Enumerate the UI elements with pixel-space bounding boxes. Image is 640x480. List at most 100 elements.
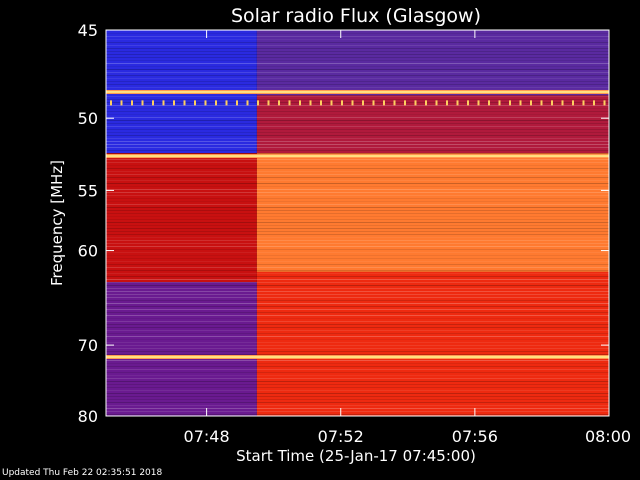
y-axis-label: Frequency [MHz] — [48, 160, 66, 286]
texture-stripe — [106, 246, 609, 247]
burst-mark — [330, 100, 333, 106]
burst-mark — [435, 100, 438, 106]
burst-mark — [152, 100, 154, 106]
texture-stripe — [106, 345, 609, 346]
texture-stripe — [106, 219, 609, 220]
x-axis-label: Start Time (25-Jan-17 07:45:00) — [236, 447, 476, 465]
texture-stripe — [106, 369, 609, 370]
burst-mark — [393, 100, 396, 106]
burst-mark — [299, 100, 301, 106]
texture-stripe — [106, 144, 609, 145]
bright-line-2 — [106, 356, 609, 359]
texture-stripe — [106, 309, 609, 310]
texture-stripe — [106, 141, 609, 142]
texture-stripe — [106, 360, 609, 361]
texture-stripe — [106, 261, 609, 262]
texture-stripe — [106, 78, 609, 79]
texture-stripe — [106, 279, 609, 280]
burst-mark — [320, 100, 322, 106]
texture-stripe — [106, 81, 609, 82]
burst-mark — [257, 100, 259, 106]
texture-stripe — [106, 69, 609, 70]
texture-stripe — [106, 291, 609, 292]
texture-stripe — [106, 267, 609, 268]
texture-stripe — [106, 75, 609, 76]
texture-stripe — [106, 57, 609, 58]
texture-stripe — [106, 363, 609, 364]
texture-stripe — [106, 330, 609, 331]
burst-mark — [593, 100, 595, 106]
texture-stripe — [106, 87, 609, 88]
chart-title: Solar radio Flux (Glasgow) — [231, 5, 481, 27]
bright-line-1 — [106, 155, 609, 158]
burst-mark — [488, 100, 490, 106]
texture-stripe — [106, 174, 609, 175]
plot-frame — [105, 29, 610, 417]
texture-stripe — [106, 165, 609, 166]
texture-stripe — [106, 282, 609, 283]
texture-stripe — [106, 150, 609, 151]
burst-mark — [236, 100, 238, 106]
texture-stripe — [106, 102, 609, 103]
texture-stripe — [106, 366, 609, 367]
texture-stripe — [106, 216, 609, 217]
burst-mark — [267, 100, 270, 106]
texture-stripe — [106, 147, 609, 148]
intensity-region-2 — [256, 95, 609, 154]
texture-stripe — [106, 72, 609, 73]
y-tick-label: 55 — [78, 181, 98, 200]
texture-stripe — [106, 54, 609, 55]
texture-stripe — [106, 273, 609, 274]
burst-mark — [225, 100, 228, 106]
texture-stripe — [106, 348, 609, 349]
burst-mark — [477, 100, 480, 106]
texture-stripe — [106, 135, 609, 136]
texture-stripe — [106, 198, 609, 199]
burst-mark — [372, 100, 375, 106]
texture-stripe — [106, 45, 609, 46]
burst-mark — [131, 100, 133, 106]
burst-mark — [141, 100, 144, 106]
updated-timestamp: Updated Thu Feb 22 02:35:51 2018 — [2, 468, 163, 478]
texture-stripe — [106, 60, 609, 61]
texture-stripe — [106, 393, 609, 394]
burst-mark — [246, 100, 249, 106]
texture-stripe — [106, 234, 609, 235]
burst-mark — [278, 100, 280, 106]
burst-mark — [194, 100, 196, 106]
texture-stripe — [106, 306, 609, 307]
texture-stripe — [106, 177, 609, 178]
texture-stripe — [106, 240, 609, 241]
texture-stripe — [106, 351, 609, 352]
burst-mark — [551, 100, 553, 106]
texture-stripe — [106, 270, 609, 271]
y-tick-label: 45 — [78, 21, 98, 40]
texture-stripe — [106, 96, 609, 97]
texture-stripe — [106, 33, 609, 34]
burst-mark — [341, 100, 343, 106]
texture-stripe — [106, 354, 609, 355]
texture-stripe — [106, 249, 609, 250]
texture-stripe — [106, 384, 609, 385]
texture-stripe — [106, 99, 609, 100]
burst-mark — [162, 100, 165, 106]
texture-stripe — [106, 285, 609, 286]
texture-stripe — [106, 228, 609, 229]
texture-stripe — [106, 63, 609, 64]
texture-stripe — [106, 222, 609, 223]
texture-stripe — [106, 336, 609, 337]
burst-mark — [603, 100, 606, 106]
intensity-region-6 — [256, 271, 609, 416]
x-tick-label: 07:48 — [184, 427, 230, 446]
texture-stripe — [106, 243, 609, 244]
texture-stripe — [106, 312, 609, 313]
texture-stripe — [106, 132, 609, 133]
burst-mark — [351, 100, 354, 106]
burst-mark — [519, 100, 522, 106]
burst-mark — [561, 100, 564, 106]
burst-mark — [446, 100, 448, 106]
texture-stripe — [106, 390, 609, 391]
bright-line-0 — [106, 90, 609, 93]
texture-stripe — [106, 189, 609, 190]
texture-stripe — [106, 114, 609, 115]
